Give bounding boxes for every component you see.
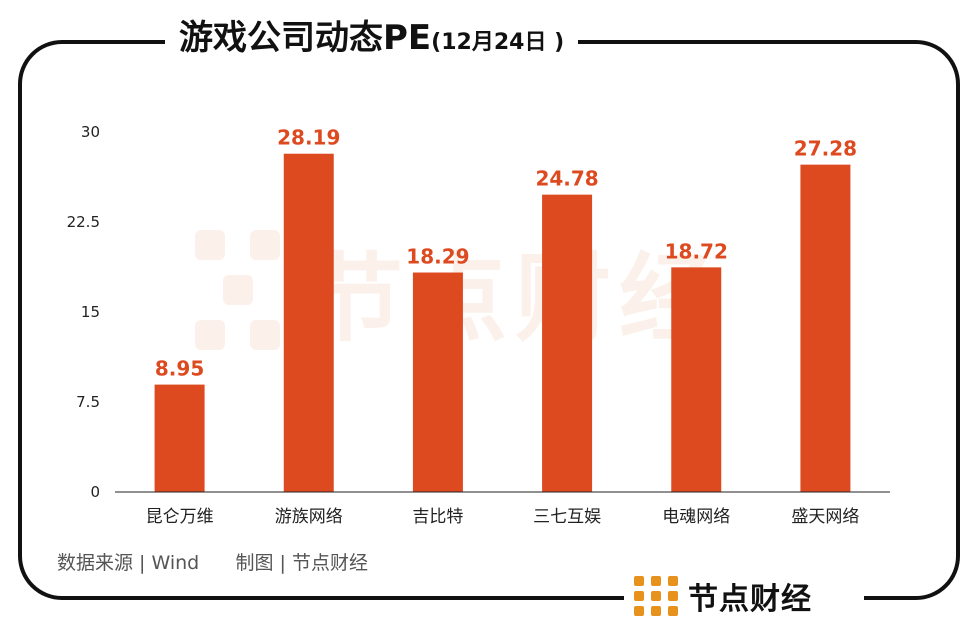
bar [283,153,334,492]
chart-title: 游戏公司动态PE(12月24日 ) [165,10,579,66]
x-tick-label: 吉比特 [412,507,463,527]
bar [800,164,851,492]
data-label: 18.72 [665,239,728,263]
source-line: 数据来源 | Wind 制图 | 节点财经 [57,548,368,575]
data-label: 18.29 [406,245,469,269]
y-tick-label: 30 [81,123,100,141]
x-tick-label: 昆仑万维 [146,507,214,527]
data-label: 27.28 [794,137,857,161]
data-label: 28.19 [277,126,340,150]
chart-title-main: 游戏公司动态PE [179,18,432,58]
chart-title-date: (12月24日 ) [431,30,565,55]
y-tick-label: 0 [90,483,100,501]
y-tick-label: 7.5 [76,393,100,411]
brand-name: 节点财经 [688,582,812,617]
bar [154,384,205,492]
x-tick-label: 游族网络 [275,507,343,527]
y-tick-label: 15 [81,303,100,321]
source-text: 数据来源 | Wind [57,552,200,574]
x-tick-label: 电魂网络 [662,507,730,527]
bar [671,267,722,492]
bar [542,194,593,492]
data-label: 24.78 [535,167,598,191]
dot-grid-logo-icon [634,576,678,616]
brand-footer: 节点财经 [624,570,864,622]
x-tick-label: 盛天网络 [791,507,859,527]
bar [412,272,463,492]
credit-text: 制图 | 节点财经 [235,552,368,574]
x-tick-label: 三七互娱 [533,507,601,527]
y-tick-label: 22.5 [67,213,100,231]
data-label: 8.95 [155,357,204,381]
